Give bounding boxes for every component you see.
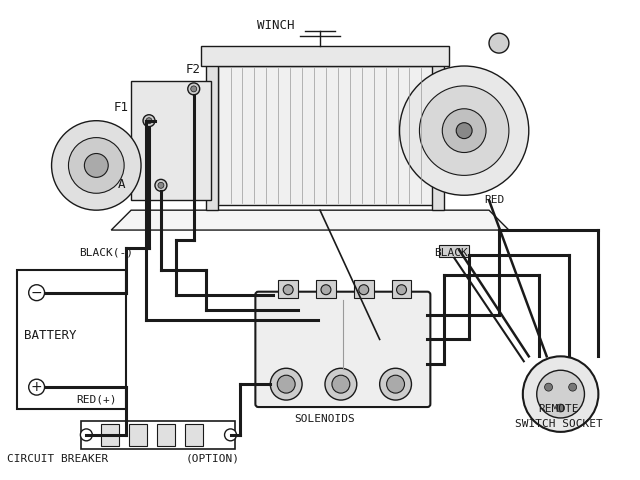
Circle shape bbox=[68, 138, 124, 193]
Bar bbox=[316, 280, 336, 298]
Bar bbox=[81, 421, 236, 449]
Text: −: − bbox=[31, 286, 42, 300]
Circle shape bbox=[523, 356, 598, 432]
Text: BATTERY: BATTERY bbox=[24, 329, 76, 342]
Circle shape bbox=[225, 429, 237, 441]
Circle shape bbox=[399, 66, 529, 195]
Circle shape bbox=[84, 154, 108, 178]
Bar bbox=[201, 46, 449, 66]
Text: BLACK(-): BLACK(-) bbox=[79, 248, 133, 258]
Text: F2: F2 bbox=[185, 63, 200, 76]
Text: (OPTION): (OPTION) bbox=[186, 454, 240, 464]
Text: F1: F1 bbox=[114, 101, 129, 114]
Circle shape bbox=[456, 123, 472, 139]
Circle shape bbox=[442, 109, 486, 153]
Circle shape bbox=[557, 404, 564, 412]
Bar bbox=[131, 81, 211, 200]
Circle shape bbox=[359, 285, 369, 295]
Circle shape bbox=[489, 33, 509, 53]
Text: RED(+): RED(+) bbox=[76, 394, 117, 404]
Bar bbox=[433, 61, 444, 210]
Circle shape bbox=[325, 368, 356, 400]
Bar bbox=[101, 424, 119, 446]
Circle shape bbox=[81, 429, 92, 441]
Bar bbox=[439, 245, 469, 257]
Text: WINCH: WINCH bbox=[257, 19, 294, 32]
Polygon shape bbox=[111, 210, 509, 230]
Circle shape bbox=[277, 375, 295, 393]
Circle shape bbox=[545, 383, 552, 391]
Circle shape bbox=[397, 285, 406, 295]
Circle shape bbox=[321, 285, 331, 295]
Text: SOLENOIDS: SOLENOIDS bbox=[294, 414, 355, 424]
Circle shape bbox=[52, 120, 141, 210]
Text: A: A bbox=[117, 179, 125, 192]
Circle shape bbox=[537, 370, 584, 418]
Bar bbox=[205, 61, 218, 210]
Bar bbox=[17, 270, 126, 409]
Circle shape bbox=[143, 115, 155, 127]
Text: +: + bbox=[31, 380, 42, 394]
Circle shape bbox=[188, 83, 200, 95]
Circle shape bbox=[191, 86, 196, 92]
Bar bbox=[278, 280, 298, 298]
Bar bbox=[392, 280, 412, 298]
Circle shape bbox=[569, 383, 577, 391]
Circle shape bbox=[270, 368, 302, 400]
Text: REMOTE: REMOTE bbox=[538, 404, 579, 414]
Circle shape bbox=[332, 375, 350, 393]
Circle shape bbox=[419, 86, 509, 175]
Circle shape bbox=[29, 285, 45, 300]
Text: RED: RED bbox=[484, 195, 504, 205]
Circle shape bbox=[380, 368, 412, 400]
Bar bbox=[157, 424, 175, 446]
Text: SWITCH SOCKET: SWITCH SOCKET bbox=[515, 419, 602, 429]
Bar bbox=[354, 280, 374, 298]
Text: BLACK: BLACK bbox=[435, 248, 468, 258]
Circle shape bbox=[29, 379, 45, 395]
Circle shape bbox=[387, 375, 404, 393]
Circle shape bbox=[158, 182, 164, 188]
Circle shape bbox=[372, 332, 388, 348]
Circle shape bbox=[146, 118, 152, 124]
FancyBboxPatch shape bbox=[255, 292, 430, 407]
Bar bbox=[185, 424, 203, 446]
Circle shape bbox=[155, 180, 167, 192]
Text: CIRCUIT BREAKER: CIRCUIT BREAKER bbox=[7, 454, 108, 464]
Bar bbox=[211, 66, 439, 205]
Bar bbox=[129, 424, 147, 446]
Circle shape bbox=[284, 285, 293, 295]
